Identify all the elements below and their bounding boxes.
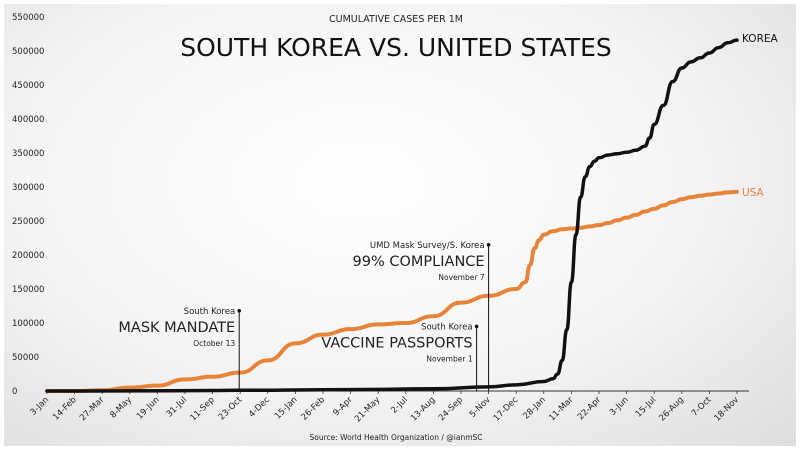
y-tick-label: 250000 — [12, 217, 44, 227]
x-tick-label: 14-Feb — [51, 395, 79, 423]
x-tick-label: 8-May — [108, 395, 134, 421]
annotation-date: October 13 — [193, 339, 235, 348]
x-tick-label: 2-Jul — [389, 395, 410, 416]
series-line-usa — [45, 189, 739, 394]
x-tick-label: 11-Mar — [547, 395, 576, 424]
y-tick-label: 350000 — [12, 149, 44, 159]
annotation-date: November 1 — [426, 354, 472, 363]
series-lines — [45, 38, 739, 394]
x-tick-label: 13-Aug — [409, 395, 437, 423]
y-tick-label: 50000 — [12, 353, 39, 363]
y-tick-label: 450000 — [12, 81, 44, 91]
series-label-usa: USA — [742, 187, 765, 199]
y-axis: 0 50000 100000 150000 200000 250000 300000 3500… — [12, 13, 44, 397]
series-label-korea: KOREA — [742, 33, 779, 45]
x-axis: 3-Jan 14-Feb 27-Mar 8-May 19-Jun 31-Jul 11-Sep… — [28, 391, 741, 424]
x-tick-label: 31-Jul — [165, 395, 189, 419]
chart-frame: CUMULATIVE CASES PER 1M SOUTH KOREA VS. … — [4, 4, 796, 446]
x-tick-label: 4-Dec — [247, 395, 272, 420]
chart-title: SOUTH KOREA VS. UNITED STATES — [180, 33, 612, 62]
x-tick-label: 7-Oct — [690, 395, 714, 419]
line-chart: CUMULATIVE CASES PER 1M SOUTH KOREA VS. … — [12, 13, 779, 442]
annotation-date: November 7 — [438, 273, 484, 282]
annotation-headline: 99% COMPLIANCE — [353, 254, 485, 270]
x-tick-label: 5-Nov — [468, 395, 493, 420]
x-tick-label: 9-Apr — [331, 395, 355, 419]
annotations: South Korea MASK MANDATE October 13 UMD Mas… — [118, 241, 491, 391]
chart-subtitle: CUMULATIVE CASES PER 1M — [329, 14, 463, 25]
x-tick-label: 3-Jun — [608, 395, 631, 418]
x-tick-label: 26-Aug — [657, 395, 685, 423]
x-tick-label: 18-Nov — [712, 395, 741, 424]
x-tick-label: 22-Apr — [576, 395, 604, 423]
x-tick-label: 3-Jan — [28, 395, 51, 418]
x-tick-label: 23-Oct — [217, 395, 245, 423]
annotation-title: South Korea — [421, 322, 473, 332]
y-tick-label: 0 — [12, 387, 17, 397]
x-tick-label: 15-Jul — [634, 395, 658, 419]
x-tick-label: 21-May — [353, 395, 382, 424]
y-tick-label: 100000 — [12, 319, 44, 329]
y-tick-label: 200000 — [12, 251, 44, 261]
source-note: Source: World Health Organization / @ian… — [309, 433, 482, 442]
x-tick-label: 28-Jan — [521, 395, 547, 421]
x-tick-label: 17-Dec — [492, 395, 521, 424]
annotation-headline: VACCINE PASSPORTS — [321, 335, 472, 351]
y-tick-label: 150000 — [12, 285, 44, 295]
x-tick-label: 24-Sep — [437, 395, 465, 423]
y-tick-label: 400000 — [12, 115, 44, 125]
annotation-title: UMD Mask Survey/S. Korea — [370, 241, 485, 251]
annotation-marker-dot — [474, 324, 479, 329]
x-tick-label: 19-Jun — [135, 395, 162, 422]
x-tick-label: 26-Feb — [300, 395, 328, 423]
y-tick-label: 500000 — [12, 47, 44, 57]
annotation-marker-dot — [237, 308, 241, 313]
y-tick-label: 300000 — [12, 183, 44, 193]
x-tick-label: 27-Mar — [78, 395, 107, 424]
annotation-title: South Korea — [184, 307, 236, 317]
y-tick-label: 550000 — [12, 13, 44, 23]
annotation-headline: MASK MANDATE — [118, 320, 235, 336]
series-line-korea — [45, 38, 739, 393]
x-tick-label: 11-Sep — [189, 395, 217, 423]
annotation-marker-dot — [486, 243, 491, 247]
x-tick-label: 15-Jan — [273, 395, 299, 421]
